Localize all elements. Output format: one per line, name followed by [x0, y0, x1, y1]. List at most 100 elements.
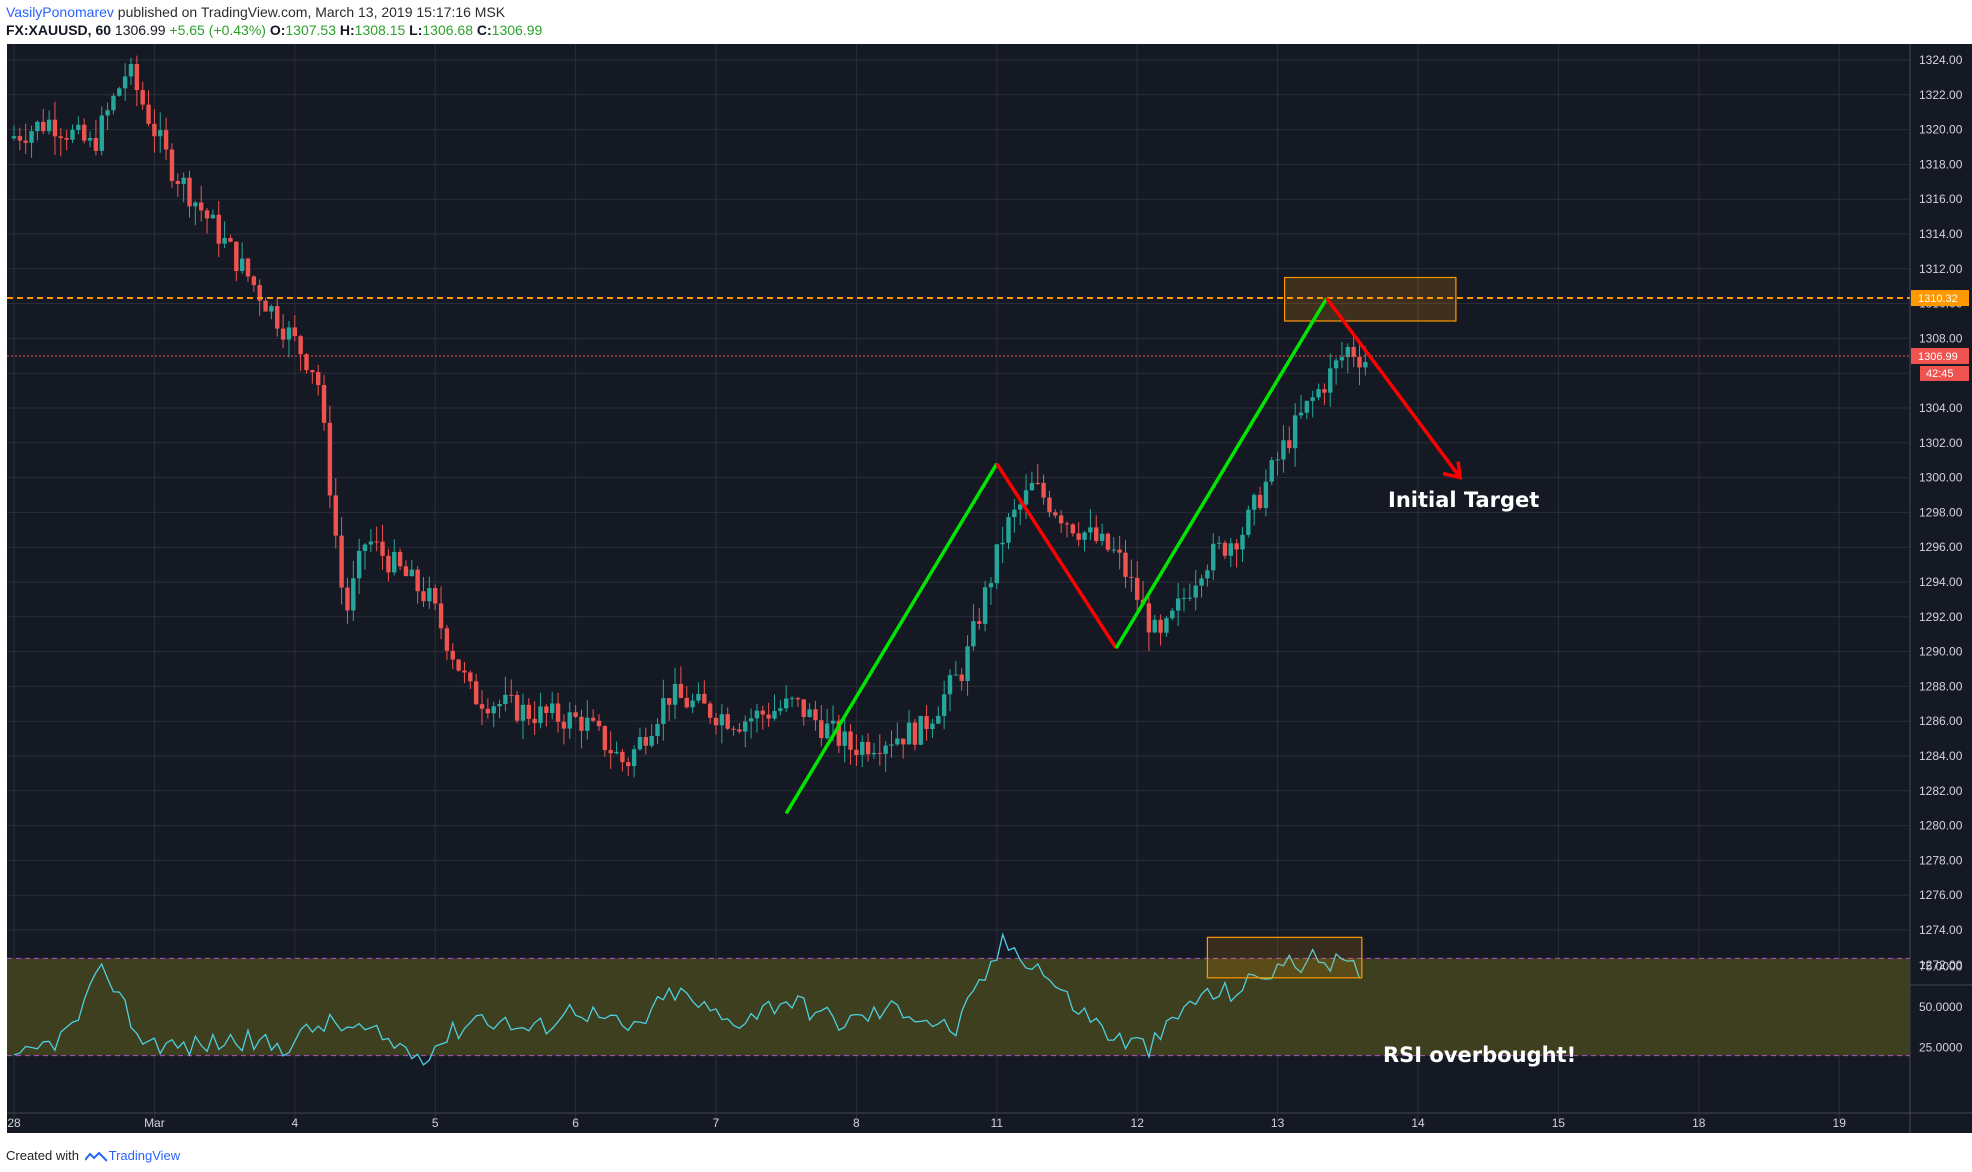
- price-tick-label: 1302.00: [1919, 436, 1963, 450]
- close-value: 1306.99: [491, 22, 543, 38]
- candle-body: [544, 706, 549, 714]
- rsi-tick-label: 50.0000: [1919, 1000, 1963, 1014]
- candle-body: [497, 704, 502, 707]
- price-tick-label: 1304.00: [1919, 401, 1963, 415]
- candle-body: [1053, 512, 1058, 516]
- candle-body: [187, 177, 192, 207]
- candle-body: [263, 300, 268, 312]
- candle-body: [17, 136, 23, 141]
- candles: [11, 55, 1368, 778]
- candle-body: [725, 714, 730, 729]
- candle-body: [392, 551, 397, 573]
- candle-body: [865, 741, 871, 755]
- candle-body: [1041, 482, 1046, 498]
- candle-body: [912, 722, 918, 745]
- low-value: 1306.68: [422, 22, 473, 38]
- candle-body: [1111, 549, 1116, 551]
- current-price-label: 1306.99: [1918, 351, 1958, 363]
- candle-body: [82, 124, 87, 141]
- candle-body: [444, 628, 450, 651]
- symbol-label[interactable]: FX:XAUUSD, 60: [6, 22, 112, 38]
- high-value: 1308.15: [354, 22, 406, 38]
- candle-body: [128, 64, 134, 77]
- candle-body: [462, 670, 467, 673]
- candle-body: [1252, 494, 1257, 510]
- candle-body: [199, 202, 204, 211]
- candle-body: [596, 720, 602, 727]
- candle-body: [1099, 533, 1105, 541]
- candle-body: [362, 544, 368, 551]
- candle-body: [807, 709, 812, 718]
- candle-body: [1310, 397, 1315, 401]
- candle-body: [655, 723, 660, 736]
- candle-body: [678, 683, 684, 698]
- time-tick-label: Mar: [144, 1116, 165, 1130]
- change-value: +5.65 (+0.43%): [169, 22, 266, 38]
- time-tick-label: 18: [1692, 1116, 1706, 1130]
- candle-body: [901, 738, 906, 745]
- candle-body: [1012, 509, 1017, 518]
- price-tick-label: 1276.00: [1919, 888, 1963, 902]
- price-tick-label: 1292.00: [1919, 610, 1963, 624]
- time-tick-label: 11: [991, 1116, 1004, 1130]
- candle-body: [602, 726, 608, 751]
- candle-body: [971, 621, 976, 647]
- candle-body: [339, 535, 344, 588]
- tradingview-brand-link[interactable]: TradingView: [108, 1148, 181, 1163]
- candle-body: [977, 621, 982, 624]
- candle-body: [228, 237, 233, 242]
- candle-body: [1328, 368, 1333, 393]
- candle-body: [877, 752, 882, 754]
- price-axis-background: [1910, 44, 1972, 1133]
- candle-body: [251, 276, 257, 286]
- candle-body: [473, 681, 479, 705]
- candle-body: [509, 694, 514, 696]
- candle-body: [784, 698, 789, 709]
- candle-body: [1023, 490, 1029, 505]
- candle-body: [672, 683, 678, 705]
- resistance-zone-box: [1284, 276, 1457, 322]
- candle-body: [163, 130, 169, 150]
- impulse-leg-down: [995, 462, 1118, 650]
- candle-body: [614, 751, 619, 754]
- candle-body: [737, 729, 742, 732]
- price-tick-label: 1312.00: [1919, 262, 1963, 276]
- candle-body: [1275, 459, 1280, 461]
- price-tick-label: 1294.00: [1919, 575, 1963, 589]
- candle-body: [234, 241, 239, 272]
- candle-body: [286, 327, 292, 340]
- candle-body: [1287, 440, 1292, 449]
- candle-body: [1181, 598, 1187, 600]
- candle-body: [23, 140, 28, 143]
- time-tick-label: 19: [1833, 1116, 1847, 1130]
- candle-body: [982, 587, 988, 624]
- rsi-tick-label: 75.0000: [1919, 960, 1963, 974]
- price-tick-label: 1282.00: [1919, 784, 1963, 798]
- candle-body: [1105, 533, 1111, 550]
- author-link[interactable]: VasilyPonomarev: [6, 4, 114, 20]
- candle-body: [356, 550, 362, 579]
- candle-body: [403, 566, 409, 577]
- chart-header: VasilyPonomarev published on TradingView…: [0, 0, 1972, 44]
- candle-body: [310, 370, 315, 373]
- candle-body: [52, 119, 58, 137]
- open-value: 1307.53: [285, 22, 336, 38]
- projection-arrow-head: [1442, 461, 1463, 480]
- candle-body: [801, 699, 806, 718]
- candle-body: [947, 675, 953, 695]
- candle-body: [1298, 412, 1304, 416]
- candle-body: [1357, 356, 1362, 368]
- candle-body: [1076, 533, 1081, 540]
- price-tick-label: 1316.00: [1919, 192, 1963, 206]
- candle-body: [239, 258, 245, 272]
- candle-body: [351, 578, 356, 611]
- rsi-line: [13, 932, 1361, 1066]
- candle-body: [269, 306, 274, 312]
- candle-body: [327, 422, 333, 496]
- created-with-text: Created with: [6, 1148, 79, 1163]
- rsi-overbought-box: [1206, 936, 1363, 979]
- candle-body: [1333, 360, 1339, 369]
- candle-body: [222, 237, 227, 244]
- candle-body: [637, 737, 643, 750]
